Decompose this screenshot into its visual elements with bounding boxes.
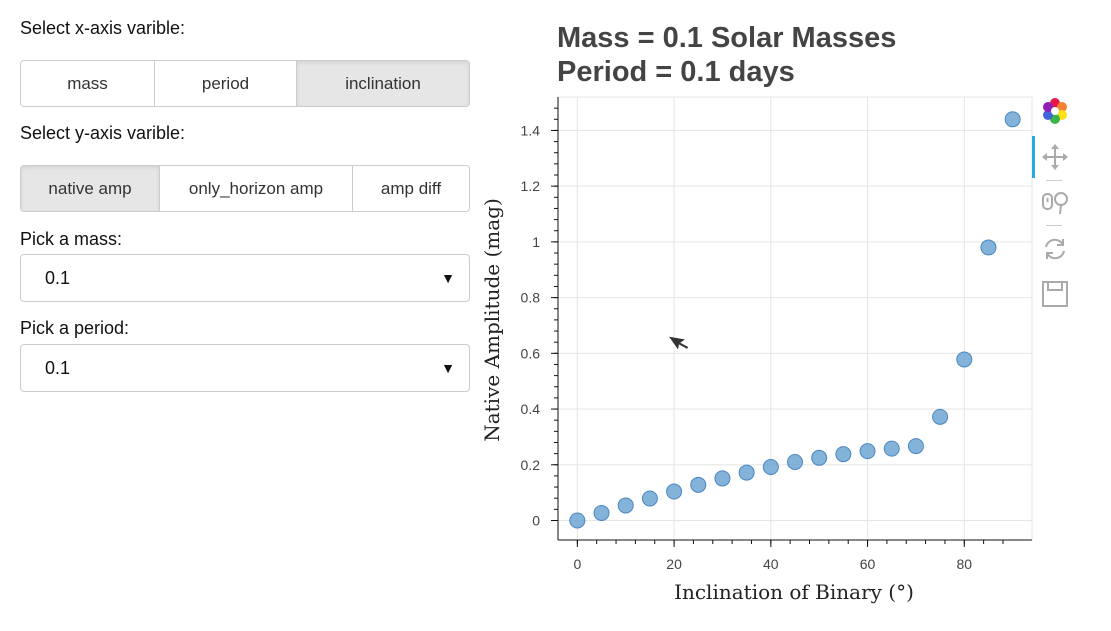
data-point [859, 443, 876, 460]
wheel-zoom-icon[interactable] [1040, 187, 1070, 217]
y-tick-label: 1.2 [521, 178, 541, 194]
data-point [690, 476, 707, 493]
data-point [666, 483, 683, 500]
save-icon[interactable] [1040, 279, 1070, 309]
mass-select-label: Pick a mass: [20, 229, 123, 249]
y-axis-select-label: Select y-axis varible: [20, 123, 186, 143]
x-tick-label: 80 [956, 556, 972, 572]
data-point [907, 438, 924, 455]
y-option-only-horizon-amp[interactable]: only_horizon amp [160, 166, 353, 211]
data-point [641, 490, 658, 507]
x-option-period[interactable]: period [155, 61, 297, 106]
y-option-native-amp-label: native amp [48, 178, 132, 198]
mass-select-value: 0.1 [45, 267, 71, 288]
y-tick-label: 0.6 [521, 345, 541, 361]
toolbar-divider [1046, 180, 1062, 181]
y-option-amp-diff[interactable]: amp diff [353, 166, 469, 211]
x-option-mass[interactable]: mass [21, 61, 155, 106]
y-option-only-horizon-amp-label: only_horizon amp [188, 178, 324, 198]
x-axis-label: Inclination of Binary (°) [674, 580, 914, 604]
period-select-value: 0.1 [45, 357, 71, 378]
y-tick-label: 0.8 [521, 290, 541, 306]
plot-grid [557, 96, 1033, 541]
toolbar-divider [1046, 225, 1062, 226]
mouse-cursor-icon [666, 335, 690, 353]
data-point [932, 408, 949, 425]
period-select-label: Pick a period: [20, 318, 130, 338]
data-point [714, 470, 731, 487]
chart-title-line-1: Mass = 0.1 Solar Masses [557, 22, 897, 54]
y-option-amp-diff-label: amp diff [380, 178, 442, 198]
y-axis-button-group: native amp only_horizon amp amp diff [20, 165, 470, 212]
x-axis-button-group: mass period inclination [20, 60, 470, 107]
x-tick-label: 20 [666, 556, 682, 572]
reset-icon[interactable] [1040, 234, 1070, 264]
y-tick-label: 1 [532, 234, 540, 250]
x-tick-label: 40 [763, 556, 779, 572]
mass-select[interactable]: 0.1 ▼ [20, 254, 470, 302]
x-option-inclination[interactable]: inclination [297, 61, 469, 106]
data-point [1004, 111, 1021, 128]
x-tick-label: 60 [860, 556, 876, 572]
data-point [617, 497, 634, 514]
period-select[interactable]: 0.1 ▼ [20, 344, 470, 392]
data-point [762, 459, 779, 476]
y-tick-label: 0.4 [521, 401, 541, 417]
data-point [569, 512, 586, 529]
x-option-period-label: period [201, 73, 250, 93]
plot-axes: 0 20 40 60 80 0 0.2 0.4 0.6 0.8 1 1.2 1.4 [521, 97, 1032, 572]
data-point [835, 446, 852, 463]
pan-icon[interactable] [1040, 142, 1070, 172]
data-point [787, 453, 803, 470]
bokeh-logo-icon[interactable] [1040, 96, 1070, 126]
y-axis-label: Native Amplitude (mag) [480, 198, 504, 442]
active-tool-indicator [1032, 136, 1035, 178]
chart-title-line-2: Period = 0.1 days [557, 56, 795, 88]
y-tick-label: 0.2 [521, 457, 541, 473]
data-point [593, 504, 610, 521]
data-point [738, 464, 755, 481]
y-option-native-amp[interactable]: native amp [21, 166, 160, 211]
plot-points [569, 111, 1021, 529]
data-point [811, 449, 828, 466]
x-option-mass-label: mass [67, 73, 108, 93]
data-point [883, 440, 900, 457]
y-tick-label: 1.4 [521, 122, 541, 138]
x-axis-select-label: Select x-axis varible: [20, 18, 186, 38]
x-tick-label: 0 [573, 556, 581, 572]
chevron-down-icon: ▼ [441, 360, 455, 376]
data-point [956, 351, 973, 368]
chevron-down-icon: ▼ [441, 270, 455, 286]
x-option-inclination-label: inclination [345, 73, 421, 93]
data-point [980, 239, 997, 256]
y-tick-label: 0 [532, 512, 540, 528]
plot-frame [557, 96, 1033, 541]
